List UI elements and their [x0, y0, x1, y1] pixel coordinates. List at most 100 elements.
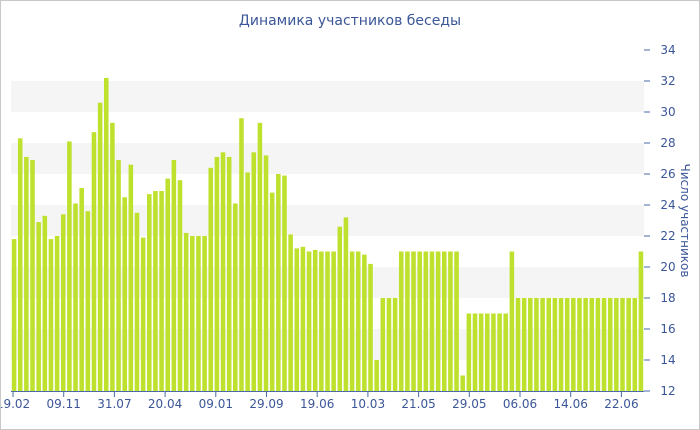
bar	[239, 118, 244, 391]
bar	[85, 211, 91, 391]
bar	[11, 239, 17, 391]
bar	[110, 122, 115, 391]
bar	[552, 298, 558, 391]
x-tick-label: 09.01	[199, 397, 233, 411]
x-axis-ticks: 19.02 09.11 31.07 20.04 09.01 29.09 19.06 10.03…	[1, 391, 639, 411]
bar	[632, 298, 638, 391]
y-tick-label: 16	[660, 322, 675, 336]
bar	[478, 313, 484, 391]
y-tick-label: 24	[660, 198, 675, 212]
bar	[601, 298, 607, 391]
bar	[620, 298, 625, 391]
bar	[91, 132, 97, 391]
y-tick-label: 34	[660, 43, 675, 57]
x-tick-label: 31.07	[97, 397, 131, 411]
bar	[392, 298, 398, 391]
bar	[528, 298, 533, 391]
bar	[337, 226, 343, 391]
x-tick-label: 19.02	[1, 397, 30, 411]
bar	[36, 222, 41, 391]
x-tick-label: 06.06	[503, 397, 537, 411]
x-tick-label: 14.06	[554, 397, 588, 411]
x-tick-label: 29.05	[452, 397, 486, 411]
bar	[577, 298, 582, 391]
bar	[485, 313, 490, 391]
bar	[466, 313, 472, 391]
x-tick-label: 10.03	[351, 397, 385, 411]
bar	[17, 138, 23, 391]
bar	[208, 167, 214, 391]
bar	[319, 251, 324, 391]
bar	[521, 298, 527, 391]
x-tick-label: 20.04	[148, 397, 182, 411]
y-tick-label: 20	[660, 260, 675, 274]
bar	[503, 313, 508, 391]
bar	[67, 141, 72, 391]
bar	[312, 249, 318, 391]
bar	[374, 360, 379, 391]
bar	[626, 298, 631, 391]
bar	[54, 236, 60, 391]
bar	[103, 77, 109, 392]
bar	[380, 298, 386, 391]
bar	[343, 217, 349, 391]
bar	[300, 246, 306, 391]
grid-band	[11, 81, 644, 112]
bar	[122, 197, 127, 391]
bar	[325, 251, 330, 391]
bar	[282, 175, 287, 391]
bar	[417, 251, 422, 391]
bar	[607, 298, 613, 391]
bar	[159, 191, 164, 391]
bar	[147, 194, 152, 391]
bar	[60, 214, 66, 391]
bar	[349, 251, 355, 391]
bar	[515, 298, 521, 391]
bar	[460, 375, 465, 391]
bar	[140, 237, 146, 391]
bar	[423, 251, 429, 391]
bar	[79, 187, 84, 391]
bar	[190, 236, 195, 391]
y-tick-label: 22	[660, 229, 675, 243]
bar	[153, 191, 158, 391]
bar	[171, 160, 177, 391]
bar	[540, 298, 545, 391]
y-axis-ticks: 12 14 16 18 20 22 24 26 28 30 32 34	[644, 43, 676, 398]
bar	[276, 174, 281, 391]
bar	[116, 160, 121, 391]
bar	[362, 254, 367, 391]
bar	[30, 160, 35, 391]
bar	[165, 178, 170, 391]
bar	[73, 203, 78, 391]
bar	[245, 172, 250, 391]
bar	[614, 298, 619, 391]
chart-title: Динамика участников беседы	[238, 13, 462, 29]
y-tick-label: 12	[660, 384, 675, 398]
bar	[294, 248, 300, 391]
bar	[429, 251, 435, 391]
y-tick-label: 14	[660, 353, 675, 367]
x-tick-label: 19.06	[300, 397, 334, 411]
bar	[497, 313, 502, 391]
bar	[491, 313, 496, 391]
bar	[595, 298, 601, 391]
bar	[583, 298, 588, 391]
bar	[177, 180, 183, 391]
bar-series	[11, 77, 644, 392]
x-tick-label: 29.09	[249, 397, 283, 411]
bar	[214, 156, 220, 391]
bar	[226, 156, 232, 391]
bar	[509, 251, 515, 391]
bar	[196, 236, 201, 391]
bar	[398, 251, 404, 391]
y-tick-label: 28	[660, 136, 675, 150]
bar	[546, 298, 552, 391]
bar	[288, 234, 293, 391]
bar	[454, 251, 459, 391]
bar	[97, 102, 103, 391]
bar	[42, 215, 48, 391]
y-tick-label: 32	[660, 74, 675, 88]
